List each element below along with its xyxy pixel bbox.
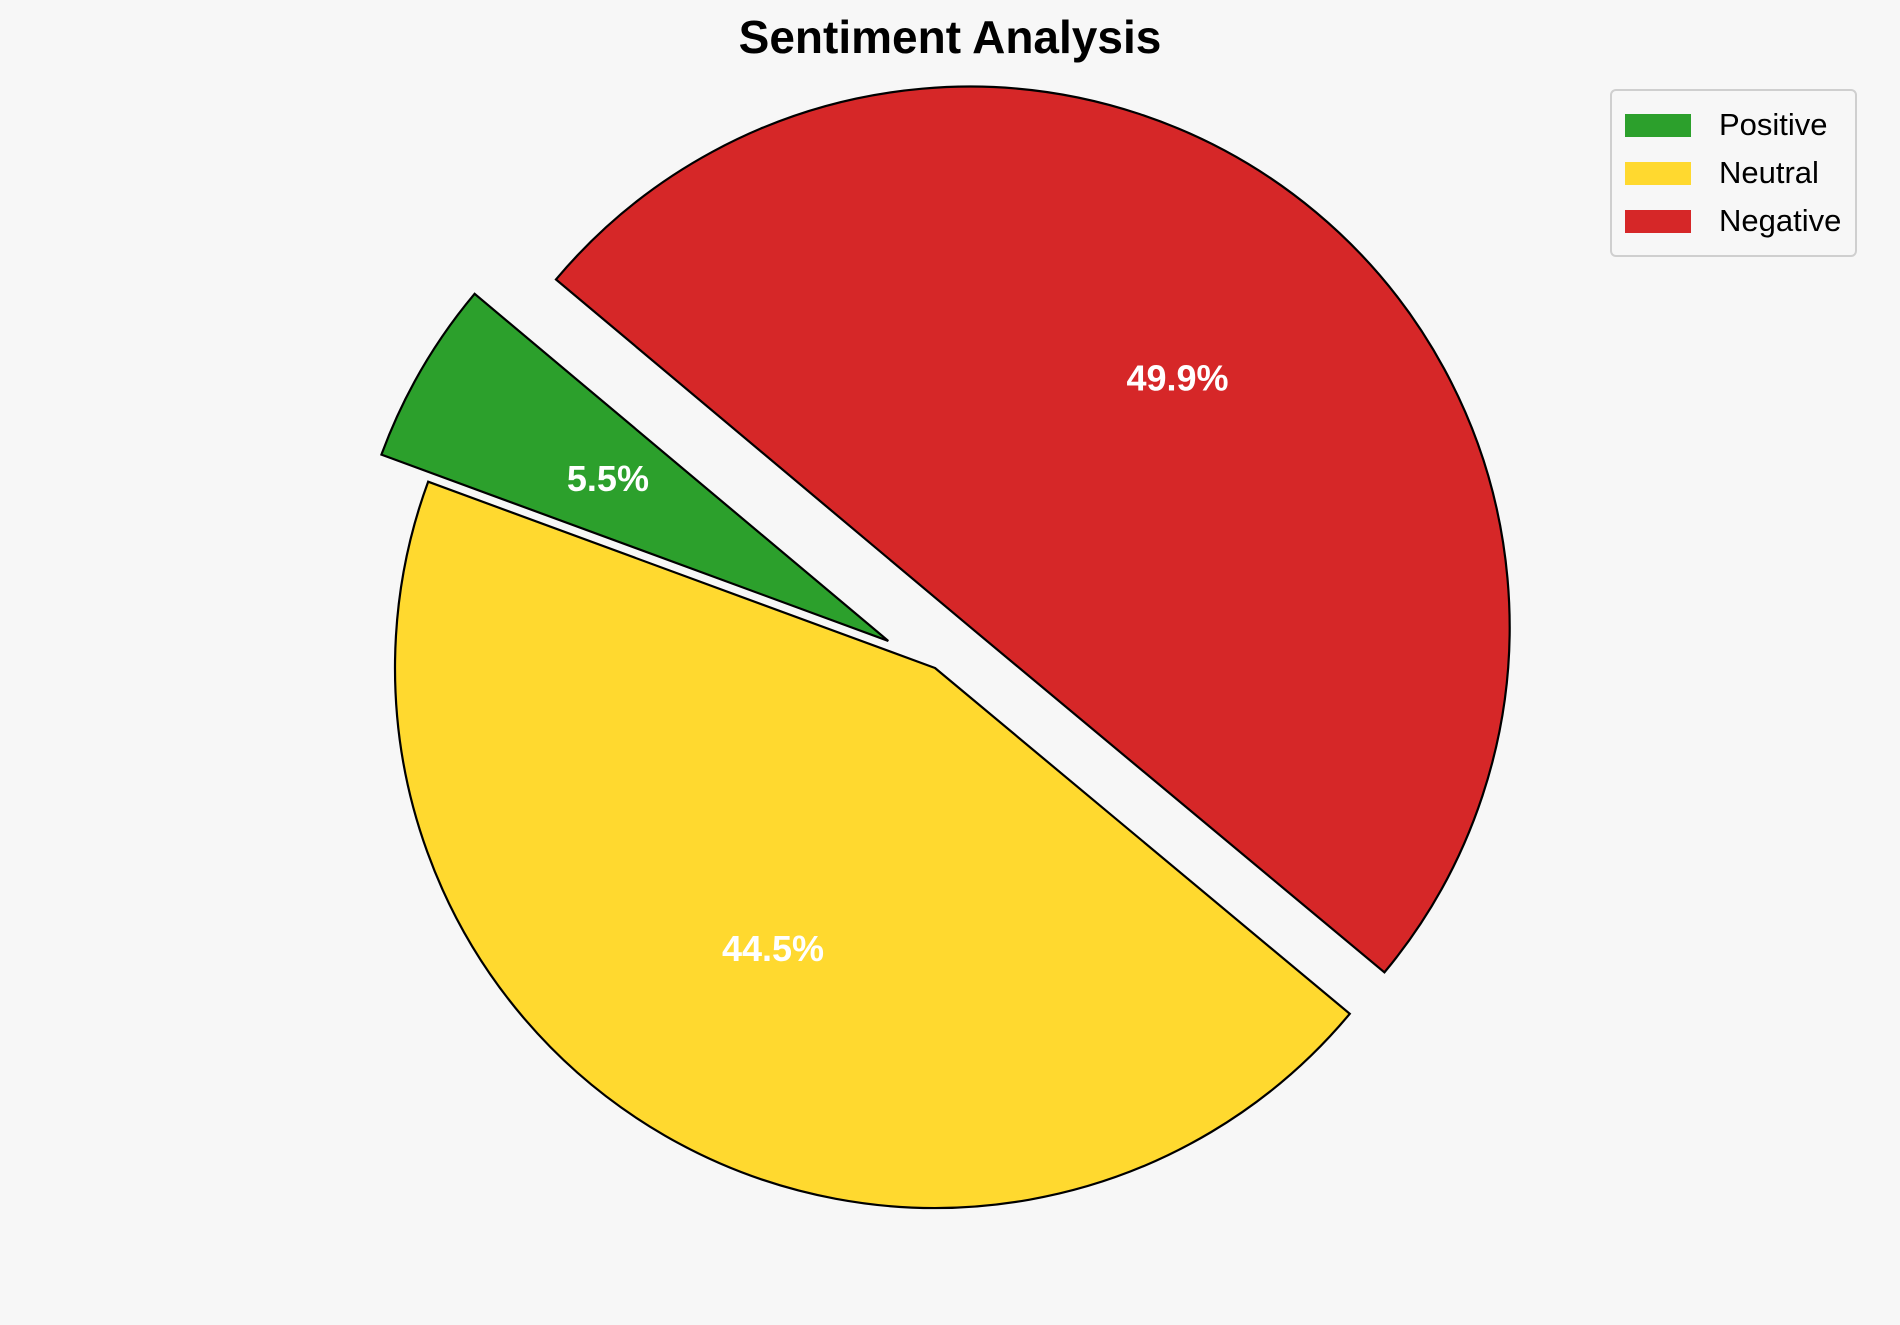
legend-label-neutral: Neutral	[1719, 155, 1819, 190]
pct-label-negative: 49.9%	[1126, 358, 1228, 399]
legend-item-positive: Positive	[1625, 101, 1841, 149]
pie-slice-positive	[380, 292, 889, 642]
pie-slice-neutral	[393, 480, 1352, 1210]
chart-title: Sentiment Analysis	[738, 11, 1162, 63]
legend-label-negative: Negative	[1719, 203, 1842, 238]
pct-label-positive: 5.5%	[567, 458, 649, 499]
legend-swatch-negative	[1625, 209, 1691, 233]
legend-swatch-positive	[1625, 113, 1691, 137]
legend-swatch-neutral	[1625, 161, 1691, 185]
legend-label-positive: Positive	[1719, 107, 1828, 142]
legend-item-neutral: Neutral	[1625, 149, 1841, 197]
pct-label-neutral: 44.5%	[722, 928, 824, 969]
legend-item-negative: Negative	[1625, 197, 1841, 245]
pie-slice-negative	[554, 85, 1511, 974]
legend: Positive Neutral Negative	[1610, 89, 1858, 257]
